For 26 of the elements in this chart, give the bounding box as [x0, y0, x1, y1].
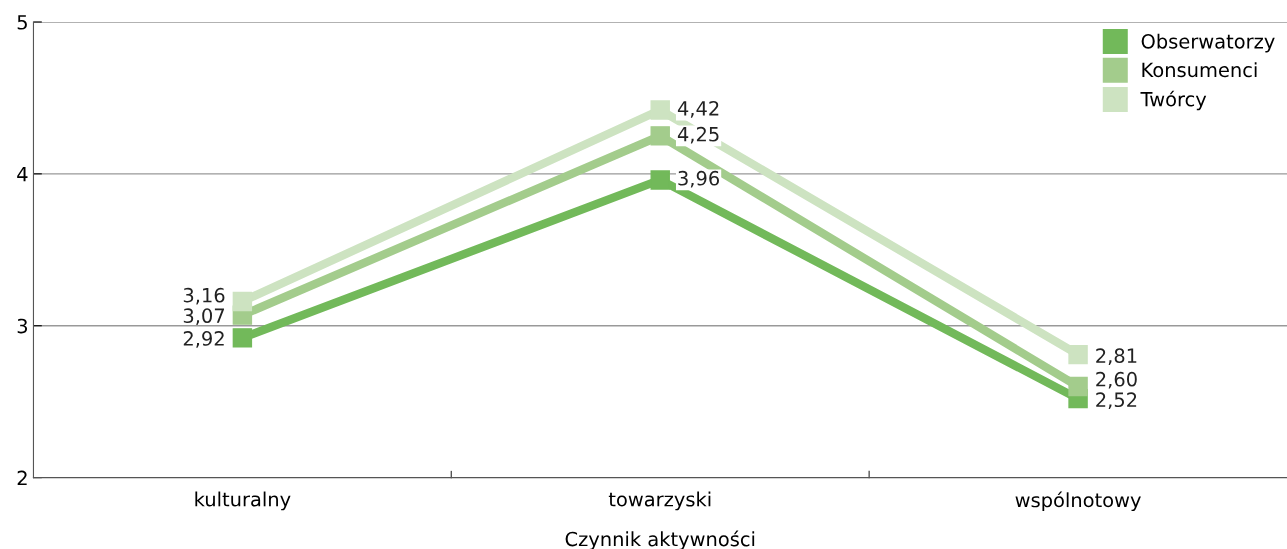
- point: [232, 291, 253, 312]
- point: [650, 170, 670, 190]
- legend-label: Obserwatorzy: [1141, 33, 1275, 53]
- data-label: 2,52: [1096, 392, 1137, 410]
- y-tick-label: 4: [17, 167, 28, 182]
- point: [650, 126, 670, 146]
- data-label: 2,92: [183, 331, 224, 348]
- point: [650, 100, 670, 120]
- legend-label: Twórcy: [1140, 90, 1207, 111]
- legend-label: Konsumenci: [1142, 62, 1257, 78]
- data-label: 3,16: [183, 287, 225, 305]
- x-tick-label: towarzyski: [608, 491, 711, 511]
- data-label: 4,25: [677, 126, 719, 144]
- x-tick-label: kulturalny: [195, 491, 291, 511]
- data-label: 2,81: [1096, 348, 1137, 366]
- y-tick-label: 3: [17, 318, 28, 334]
- data-label: 4,42: [677, 100, 719, 118]
- data-label: 3,96: [678, 170, 720, 188]
- point: [232, 328, 253, 348]
- y-tick-label: 2: [17, 470, 27, 486]
- data-label: 2,60: [1096, 371, 1137, 389]
- data-label: 3,07: [183, 308, 225, 326]
- point: [1068, 344, 1088, 365]
- y-tick-label: 5: [17, 15, 27, 30]
- point: [1068, 376, 1088, 397]
- x-tick-label: wspólnotowy: [1015, 491, 1141, 512]
